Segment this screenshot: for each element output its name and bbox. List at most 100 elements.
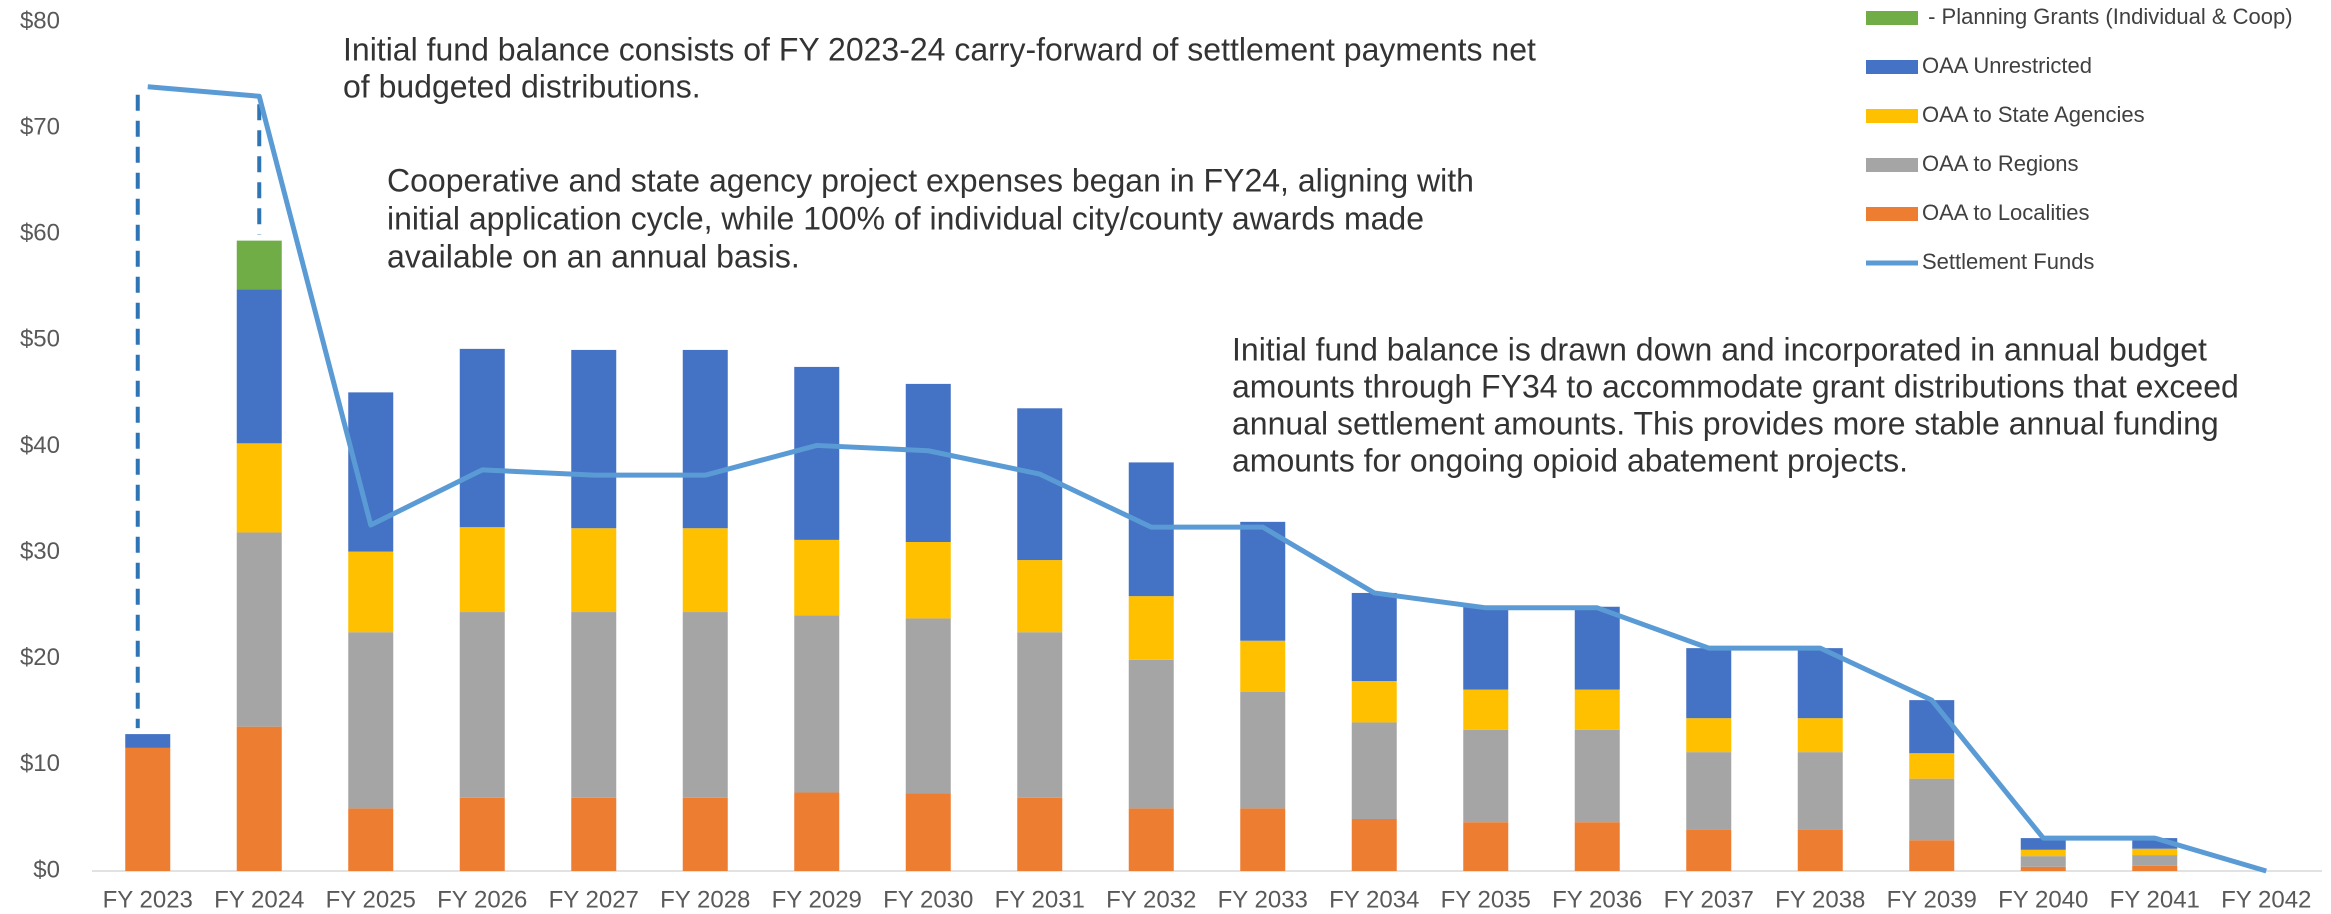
x-tick-label: FY 2026 (437, 886, 527, 913)
bar-segment (1240, 640, 1286, 692)
bar-segment (236, 532, 282, 727)
bar-segment (2020, 866, 2066, 871)
bar-segment (1463, 606, 1509, 690)
bar-segment (905, 383, 951, 543)
bar-segment (125, 734, 171, 748)
bar-segment (905, 793, 951, 871)
bar-segment (459, 527, 505, 613)
bar-segment (1463, 729, 1509, 823)
bar-segment (1797, 752, 1843, 830)
x-tick-label: FY 2029 (772, 886, 862, 913)
bar-segment (1240, 691, 1286, 809)
bar-segment (1686, 648, 1732, 719)
x-tick-label: FY 2032 (1106, 886, 1196, 913)
bar-segment (236, 289, 282, 444)
bar-segment (236, 443, 282, 533)
bar-segment (682, 349, 728, 529)
bar-segment (794, 615, 840, 793)
legend-label: OAA Unrestricted (1922, 53, 2092, 78)
annotation: initial application cycle, while 100% of… (387, 200, 1424, 236)
annotation: Initial fund balance consists of FY 2023… (343, 31, 1536, 67)
bar-segment (1686, 829, 1732, 871)
legend-swatch (1866, 109, 1918, 123)
y-tick-label: $0 (33, 856, 60, 883)
bar-segment (1909, 700, 1955, 754)
bar-segment (682, 612, 728, 798)
bar-segment (2020, 849, 2066, 857)
legend-swatch (1866, 60, 1918, 74)
bar-segment (905, 542, 951, 619)
bar-segment (571, 349, 617, 529)
bar-segment (571, 612, 617, 798)
bar-segment (1463, 822, 1509, 871)
bar-segment (571, 797, 617, 871)
bar-segment (1909, 840, 1955, 871)
x-tick-label: FY 2036 (1552, 886, 1642, 913)
bar-segment (1574, 689, 1620, 730)
bar-segment (2132, 838, 2178, 849)
bar-segment (1240, 521, 1286, 641)
x-tick-label: FY 2028 (660, 886, 750, 913)
bar-segment (1351, 722, 1397, 819)
bar-segment (1128, 659, 1174, 809)
bar-segment (571, 528, 617, 613)
y-tick-label: $20 (20, 644, 60, 671)
annotation: amounts through FY34 to accommodate gran… (1232, 368, 2239, 404)
y-tick-label: $10 (20, 750, 60, 777)
bar-segment (2020, 856, 2066, 867)
bar-segment (682, 528, 728, 613)
y-tick-label: $60 (20, 220, 60, 247)
x-tick-label: FY 2042 (2221, 886, 2311, 913)
bar-segment (1240, 808, 1286, 871)
y-tick-label: $30 (20, 538, 60, 565)
x-tick-label: FY 2033 (1218, 886, 1308, 913)
y-tick-label: $80 (20, 7, 60, 34)
x-tick-label: FY 2027 (549, 886, 639, 913)
x-tick-label: FY 2025 (326, 886, 416, 913)
bar-segment (1797, 648, 1843, 719)
x-tick-label: FY 2037 (1664, 886, 1754, 913)
bar-segment (1574, 729, 1620, 823)
annotation: available on an annual basis. (387, 238, 800, 274)
x-tick-label: FY 2040 (1998, 886, 2088, 913)
bar-segment (236, 726, 282, 871)
y-tick-label: $40 (20, 432, 60, 459)
x-tick-label: FY 2034 (1329, 886, 1419, 913)
bar-segment (125, 747, 171, 871)
bar-segment (348, 551, 394, 633)
bar-segment (794, 792, 840, 871)
bar-segment (1463, 689, 1509, 730)
bar-segment (1017, 632, 1063, 798)
bar-segment (459, 612, 505, 798)
legend-label: Settlement Funds (1922, 249, 2094, 274)
y-tick-label: $50 (20, 326, 60, 353)
bar-segment (236, 240, 282, 290)
x-tick-label: FY 2023 (103, 886, 193, 913)
y-tick-label: $70 (20, 113, 60, 140)
x-tick-label: FY 2035 (1441, 886, 1531, 913)
legend-label: - Planning Grants (Individual & Coop) (1922, 4, 2293, 29)
line-series (147, 84, 2267, 874)
bar-segment (905, 618, 951, 794)
x-tick-label: FY 2038 (1775, 886, 1865, 913)
bar-segment (2132, 848, 2178, 856)
legend-swatch (1866, 207, 1918, 221)
bar-segment (794, 366, 840, 540)
annotation: Cooperative and state agency project exp… (387, 162, 1474, 198)
bar-segment (2020, 838, 2066, 850)
bar-segment (1351, 681, 1397, 723)
x-tick-label: FY 2024 (214, 886, 304, 913)
x-tick-label: FY 2041 (2110, 886, 2200, 913)
bar-segment (1128, 808, 1174, 871)
legend-label: OAA to Localities (1922, 200, 2090, 225)
legend-swatch (1866, 158, 1918, 172)
bar-segment (1351, 818, 1397, 871)
x-tick-label: FY 2030 (883, 886, 973, 913)
bar-segment (1017, 797, 1063, 871)
bar-segment (1574, 822, 1620, 871)
x-tick-label: FY 2039 (1887, 886, 1977, 913)
legend-swatch (1866, 11, 1918, 25)
x-tick-label: FY 2031 (995, 886, 1085, 913)
bar-segment (682, 797, 728, 871)
